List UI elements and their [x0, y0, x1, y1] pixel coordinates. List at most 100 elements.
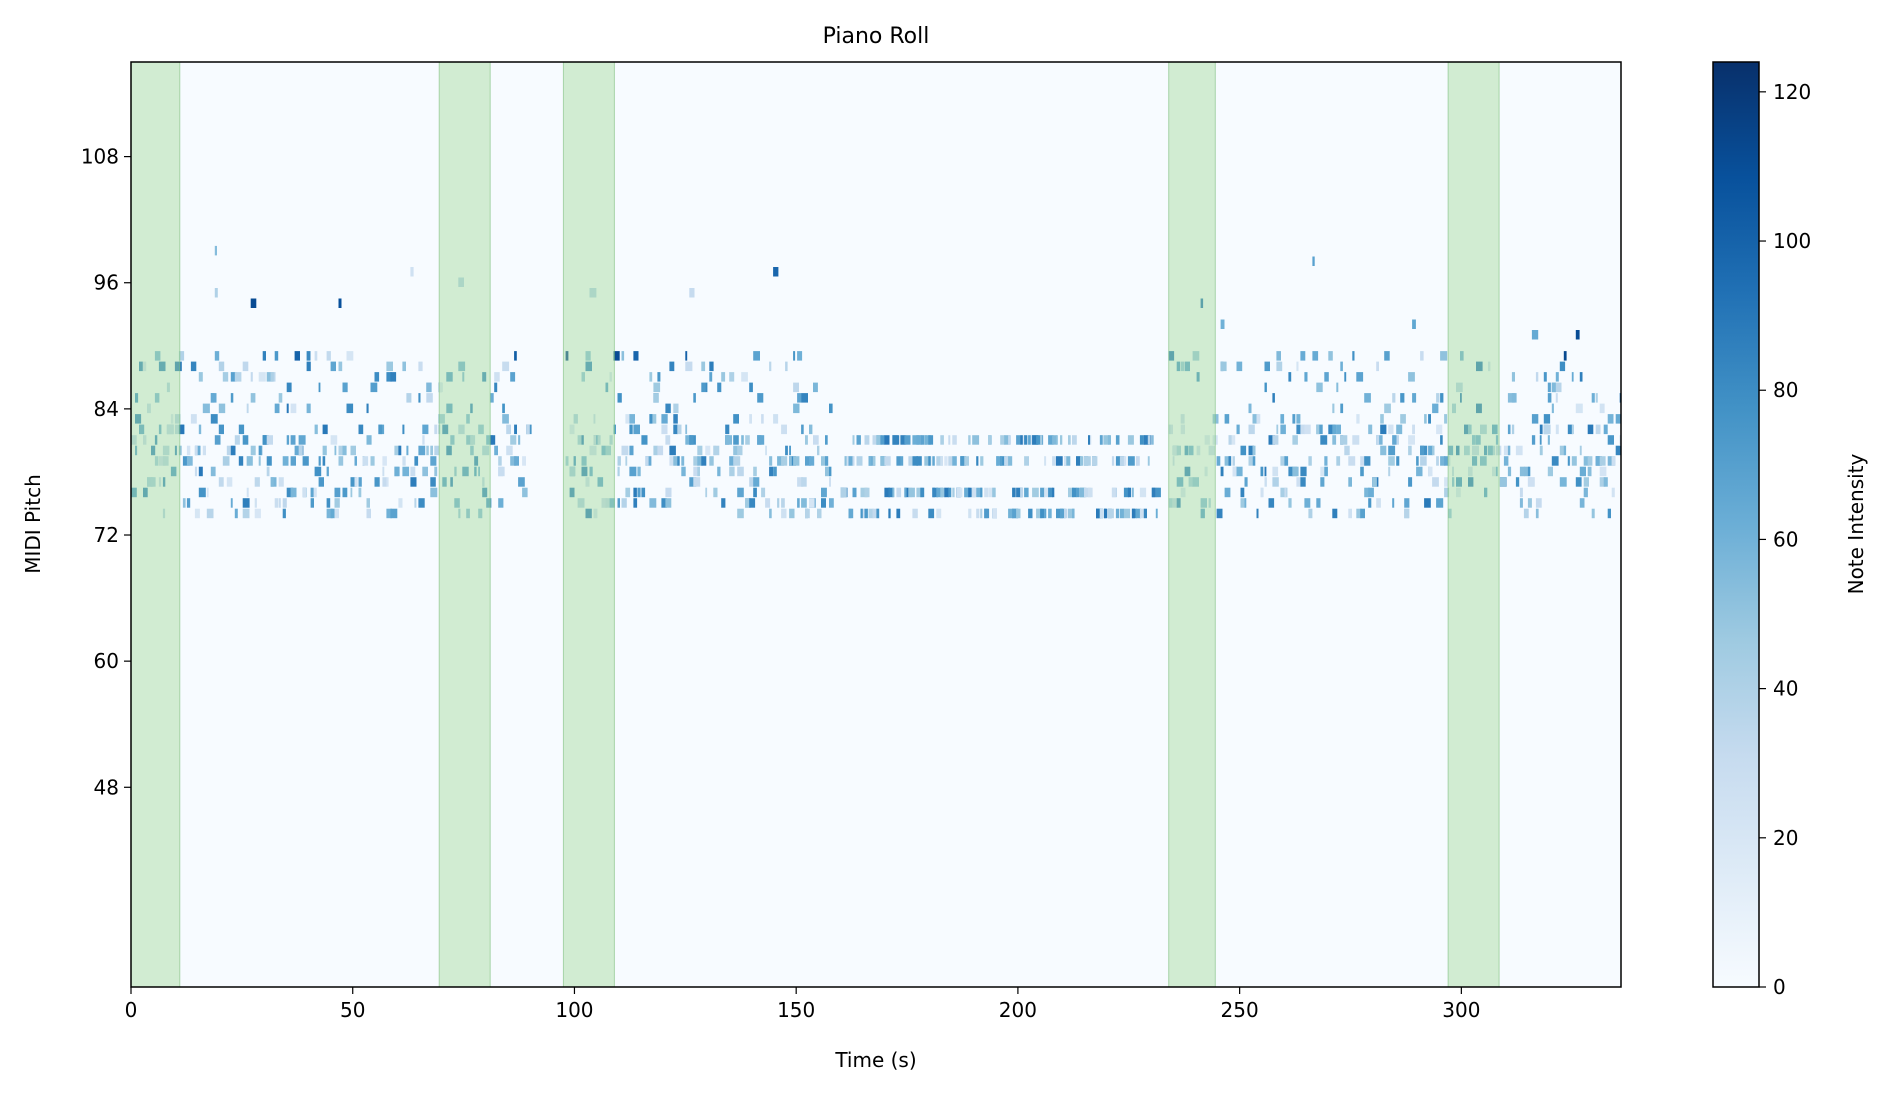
- note-cell: [1092, 456, 1098, 466]
- plot-frame: [130, 61, 1622, 988]
- note-cell: [190, 414, 197, 424]
- note-cell: [270, 372, 274, 382]
- note-cell: [1523, 466, 1529, 477]
- note-cell: [1288, 498, 1292, 508]
- note-cell: [226, 477, 233, 487]
- note-cell: [1088, 487, 1093, 498]
- note-cell: [1428, 445, 1433, 456]
- note-cell: [1020, 487, 1024, 498]
- note-cell: [749, 477, 756, 487]
- note-cell: [258, 445, 262, 456]
- note-cell: [825, 466, 830, 477]
- note-cell: [1352, 435, 1360, 445]
- note-cell: [761, 414, 764, 424]
- note-cell: [1180, 414, 1185, 424]
- note-cell: [733, 435, 739, 445]
- note-cell: [386, 477, 389, 487]
- note-cell: [880, 456, 886, 466]
- note-cell: [1151, 487, 1157, 498]
- note-cell: [1068, 435, 1071, 445]
- note-cell: [1068, 487, 1075, 498]
- note-cell: [1539, 424, 1543, 435]
- highlight-span-2: [438, 62, 491, 987]
- note-cell: [1099, 508, 1104, 519]
- note-cell: [1456, 382, 1463, 393]
- note-cell: [1579, 372, 1583, 382]
- note-cell: [1332, 508, 1338, 519]
- note-cell: [1252, 445, 1256, 456]
- note-cell: [1547, 382, 1551, 393]
- note-cell: [757, 393, 764, 403]
- note-cell: [1056, 435, 1058, 445]
- note-cell: [482, 445, 490, 456]
- note-cell: [649, 498, 657, 508]
- note-cell: [665, 498, 672, 508]
- note-cell: [737, 445, 743, 456]
- note-cell: [585, 361, 592, 372]
- note-cell: [593, 508, 598, 519]
- note-cell: [1228, 456, 1232, 466]
- note-cell: [1332, 424, 1337, 435]
- note-cell: [286, 382, 292, 393]
- note-cell: [1216, 456, 1221, 466]
- note-cell: [1444, 477, 1448, 487]
- note-cell: [709, 361, 714, 372]
- note-cell: [713, 445, 720, 456]
- note-cell: [274, 351, 279, 361]
- note-cell: [789, 445, 791, 456]
- note-cell: [1236, 361, 1243, 372]
- note-cell: [1135, 508, 1142, 519]
- note-cell: [1324, 372, 1329, 382]
- note-cell: [1603, 477, 1608, 487]
- note-cell: [478, 424, 484, 435]
- note-cell: [753, 351, 760, 361]
- note-cell: [182, 456, 190, 466]
- note-cell: [988, 487, 995, 498]
- note-cell: [1200, 498, 1207, 508]
- note-cell: [342, 382, 348, 393]
- note-cell: [1304, 372, 1308, 382]
- note-cell: [1336, 456, 1341, 466]
- note-cell: [785, 445, 788, 456]
- note-cell: [1016, 435, 1021, 445]
- note-cell: [1056, 456, 1063, 466]
- note-cell: [358, 477, 362, 487]
- note-cell: [478, 508, 483, 519]
- note-cell: [1256, 414, 1261, 424]
- note-cell: [1147, 456, 1150, 466]
- note-cell: [621, 445, 629, 456]
- note-cell: [1200, 298, 1204, 308]
- note-cell: [1099, 435, 1103, 445]
- note-cell: [482, 477, 485, 487]
- note-cell: [1040, 435, 1043, 445]
- note-cell: [1531, 435, 1536, 445]
- note-cell: [522, 487, 528, 498]
- note-cell: [314, 466, 322, 477]
- note-cell: [1228, 435, 1236, 445]
- note-cell: [1579, 466, 1586, 477]
- note-cell: [773, 414, 779, 424]
- note-cell: [713, 487, 718, 498]
- note-cell: [1119, 456, 1126, 466]
- note-cell: [1571, 372, 1574, 382]
- colorbar-tick-label: 100: [1773, 229, 1811, 253]
- note-cell: [1088, 435, 1090, 445]
- note-cell: [302, 456, 309, 466]
- note-cell: [856, 456, 863, 466]
- note-cell: [757, 435, 765, 445]
- note-cell: [258, 456, 261, 466]
- note-cell: [1264, 382, 1267, 393]
- note-cell: [490, 393, 494, 403]
- note-cell: [426, 382, 432, 393]
- note-cell: [749, 498, 756, 508]
- note-cell: [1280, 487, 1288, 498]
- note-cell: [214, 288, 218, 298]
- note-cell: [1368, 424, 1373, 435]
- note-cell: [418, 393, 421, 403]
- note-cell: [334, 487, 341, 498]
- note-cell: [158, 477, 162, 487]
- note-cell: [322, 456, 326, 466]
- note-cell: [781, 498, 785, 508]
- note-cell: [1176, 361, 1181, 372]
- note-cell: [282, 456, 289, 466]
